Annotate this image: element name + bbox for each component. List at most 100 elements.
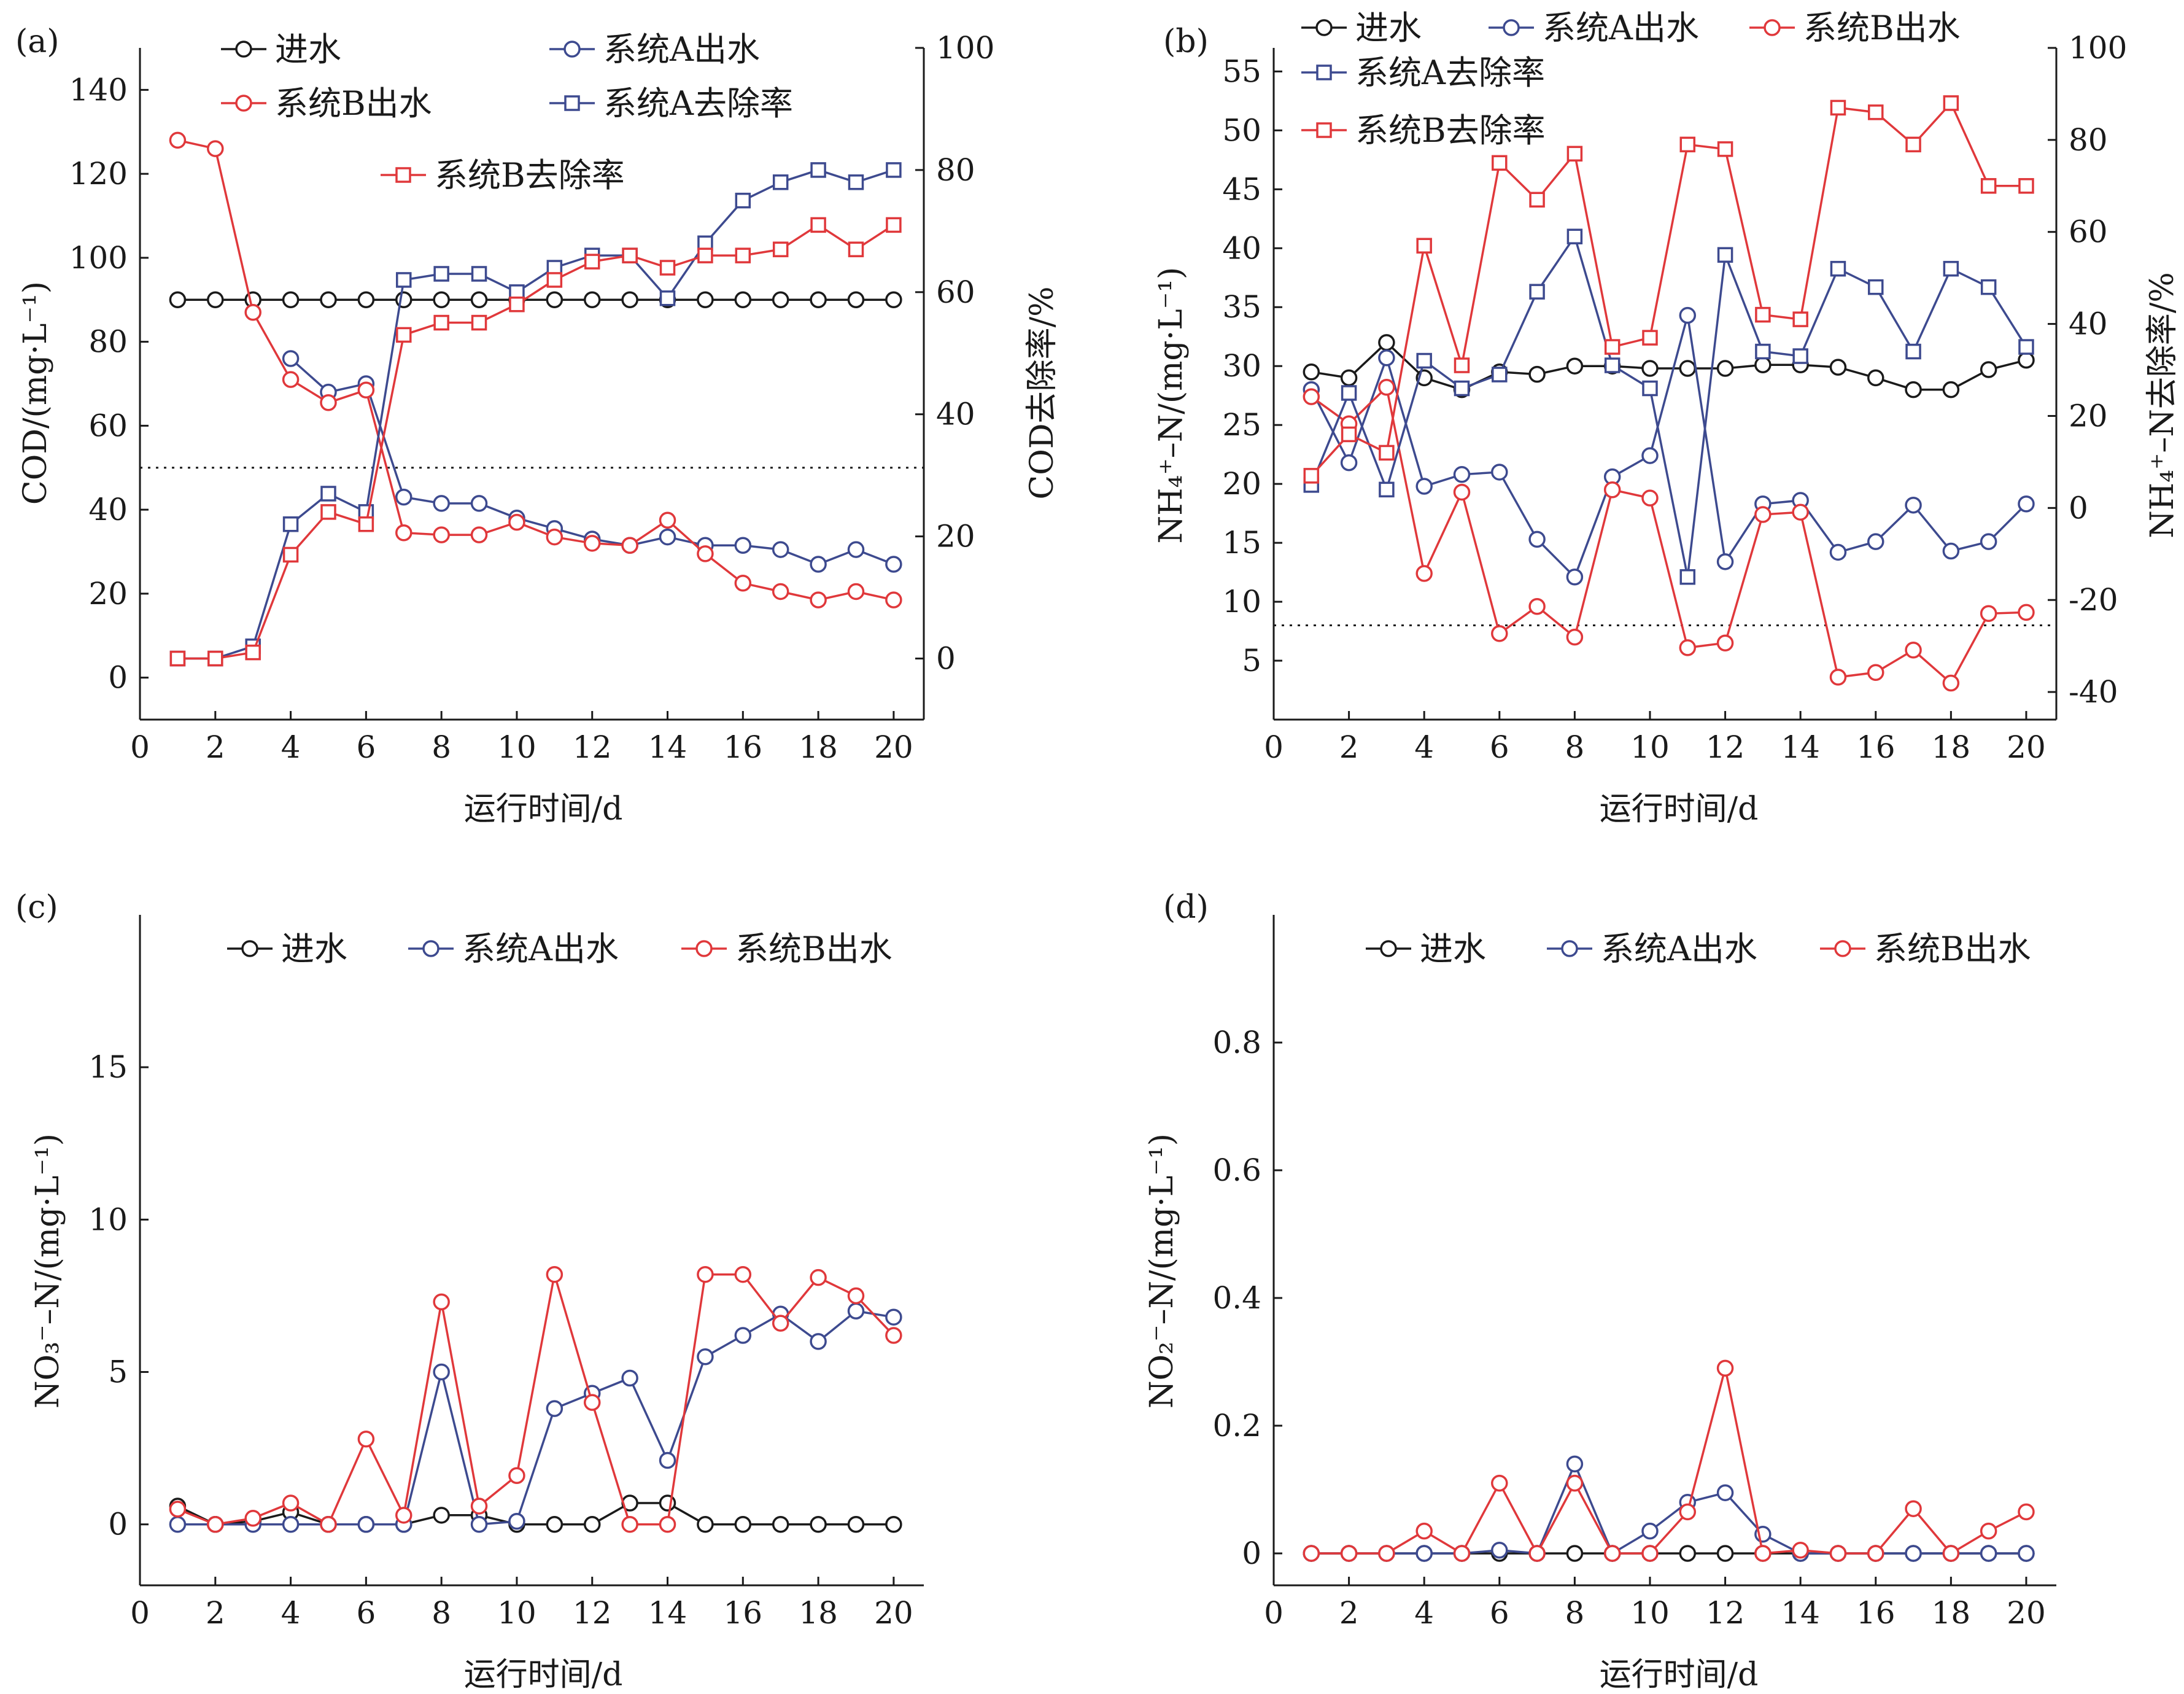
data-point [1303,388,1320,405]
data-point [697,1265,714,1283]
legend-circle-icon [1503,19,1520,36]
x-tick-label: 14 [648,729,687,765]
data-point [885,591,902,608]
y-axis-title: NO₂⁻–N/(mg·L⁻¹) [1144,1133,1180,1408]
legend-label: 进水 [1355,9,1422,47]
legend-item: 系统A出水 [408,930,619,968]
legend-circle-icon [241,940,258,957]
data-point-square [471,266,487,282]
data-point [1679,360,1697,377]
data-point [546,1515,563,1533]
data-point [282,1515,300,1533]
data-point [1942,1545,1960,1562]
x-tick-label: 10 [497,1595,536,1631]
data-point [583,291,601,308]
data-point [659,528,676,546]
x-tick-label: 16 [723,1595,762,1631]
x-tick-label: 4 [1414,1595,1434,1631]
legend-circle-icon [1380,940,1397,957]
x-tick-label: 8 [432,729,451,765]
data-point-square [735,247,751,263]
data-point [169,131,187,149]
y2-tick-label: 40 [936,397,975,432]
legend-item: 系统A去除率 [1301,53,1545,92]
panel-label: (b) [1163,23,1209,60]
y2-tick-label: 80 [2069,122,2108,158]
data-point [1566,1474,1584,1492]
x-tick-label: 2 [1339,1595,1359,1631]
data-point [1980,361,1997,378]
data-point-square [1717,141,1733,157]
data-point [1829,543,1847,561]
data-point [1754,1545,1772,1562]
legend-item: 进水 [227,930,347,968]
data-point [357,291,375,308]
data-point [659,511,676,529]
y-tick-label: 15 [1222,525,1261,561]
data-point [734,537,752,554]
y-tick-label: 55 [1222,53,1261,89]
data-point [433,526,450,543]
legend-circle-icon [1834,940,1851,957]
data-point [1603,1545,1621,1562]
data-point [2018,1503,2035,1521]
data-point [847,583,865,600]
legend-circle-icon [235,95,252,112]
data-point-square [245,644,261,661]
panel-a: (a) 0 2 4 6 8 10 12 14 16 18 200204060801001201400… [15,23,1061,828]
data-point [1415,478,1433,495]
data-point [1453,1545,1471,1562]
y2-axis-title: NH₄⁺–N去除率/% [2144,272,2181,538]
data-point [546,528,563,546]
legend-circle-icon [1561,940,1578,957]
data-point [1980,1522,1997,1540]
y-tick-label: 0 [1242,1536,1261,1571]
y-tick-label: 20 [88,576,128,612]
data-point [2018,1545,2035,1562]
data-point [885,1308,902,1326]
x-tick-label: 18 [1932,1595,1971,1631]
y-axis-title: NO₃⁻–N/(mg·L⁻¹) [29,1133,66,1408]
y-tick-label: 25 [1222,407,1261,443]
panel-b: (b) 0 2 4 6 8 10 12 14 16 18 20 5 10 15 20 25 30 35 40 45 50… [1153,23,2181,828]
data-point [1603,481,1621,499]
y-tick-label: 50 [1222,112,1261,148]
data-point [244,1510,261,1527]
data-point [583,1394,601,1411]
data-point [1378,349,1395,367]
data-point [2018,495,2035,513]
data-point-square [697,247,713,263]
data-point [885,291,902,308]
legend-circle-icon [1315,19,1333,36]
legend-item: 系统B去除率 [1301,111,1546,150]
legend-label: 进水 [1420,930,1486,968]
data-point-square [282,516,299,532]
y-axis-title: NH₄⁺–N/(mg·L⁻¹) [1153,267,1190,544]
data-point [1528,597,1546,615]
legend-label: 系统B出水 [735,930,893,968]
legend-label: 系统B出水 [1874,930,2031,968]
y-tick-label: 0.4 [1212,1280,1261,1316]
data-point [697,1515,714,1533]
data-point-square [433,266,449,282]
data-point [320,394,337,411]
data-point [357,381,375,399]
data-point-square [1529,192,1545,208]
legend-label: 进水 [275,30,341,69]
x-tick-label: 2 [206,1595,225,1631]
data-point [1378,334,1395,351]
data-point-square [1566,228,1583,244]
legend-circle-icon [695,940,713,957]
x-axis-title: 运行时间/d [1600,791,1759,828]
data-point [659,1494,676,1512]
plot-area: 0 2 4 6 8 10 12 14 16 18 20 5 10 15 20 25 30 35 40 45 50 55 -4… [1222,30,2127,765]
series-line [1311,385,2027,685]
data-point [546,1400,563,1417]
panel-label: (c) [15,889,58,926]
data-point [1566,1455,1584,1473]
data-point-square [810,162,826,178]
data-point [1641,1545,1659,1562]
y2-tick-label: -40 [2069,674,2118,710]
data-point [1528,365,1546,383]
data-point [1754,356,1772,374]
